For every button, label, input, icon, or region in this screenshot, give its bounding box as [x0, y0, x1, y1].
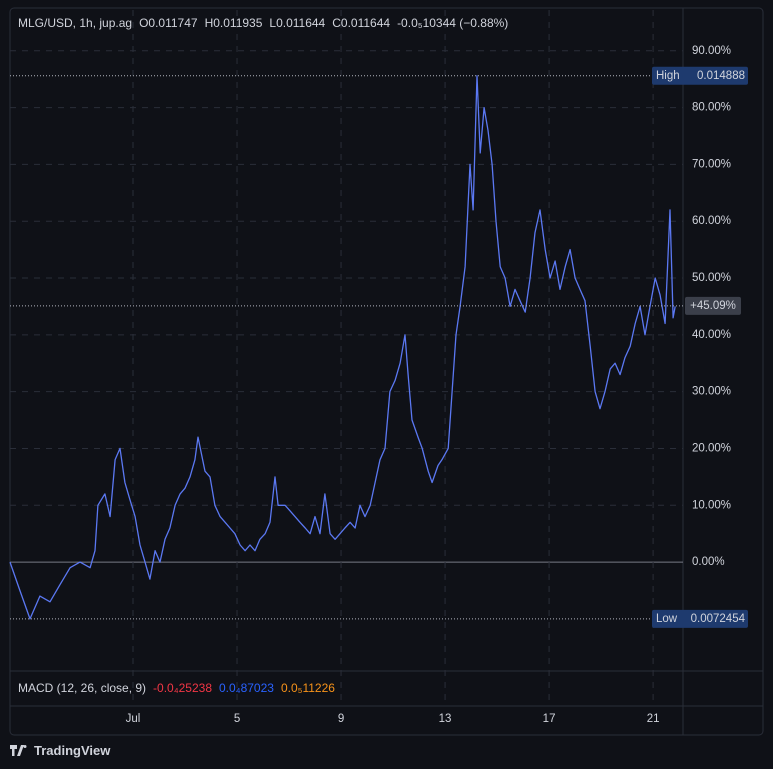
low-price: 0.0072454	[691, 613, 746, 625]
y-tick-label: 50.00%	[692, 272, 731, 284]
y-tick-label: 70.00%	[692, 158, 731, 170]
symbol-legend: MLG/USD, 1h, jup.ag O0.011747 H0.011935 …	[18, 16, 508, 30]
y-tick-label: 80.00%	[692, 102, 731, 114]
ohlc-low: L0.011644	[269, 16, 326, 30]
y-tick-label: 20.00%	[692, 442, 731, 454]
chart-frame	[9, 7, 764, 736]
indicator-legend: MACD (12, 26, close, 9) -0.0₄25238 0.0₄87…	[18, 681, 335, 695]
indicator-value: -0.0₄25238	[153, 681, 212, 695]
brand-logo	[10, 745, 27, 756]
y-tick-label: 40.00%	[692, 329, 731, 341]
x-tick-label: 5	[234, 713, 240, 725]
y-tick-label: 10.00%	[692, 499, 731, 511]
low-badge	[652, 609, 748, 628]
change: -0.0₅10344 (−0.88%)	[397, 16, 509, 30]
x-tick-label: 17	[543, 713, 556, 725]
low-label: Low	[656, 613, 678, 625]
indicator-value: 0.0₄87023	[219, 681, 274, 695]
price-line	[9, 75, 676, 620]
ohlc-open: O0.011747	[139, 16, 198, 30]
symbol: MLG/USD, 1h, jup.ag	[18, 16, 133, 30]
ohlc-close: C0.011644	[332, 16, 391, 30]
x-tick-label: 21	[647, 713, 660, 725]
last-badge	[685, 296, 741, 315]
indicator-title: MACD (12, 26, close, 9)	[18, 681, 147, 695]
high-price: 0.014888	[697, 70, 745, 82]
y-tick-label: 30.00%	[692, 386, 731, 398]
y-tick-label: 0.00%	[692, 556, 725, 568]
brand: TradingView	[34, 743, 111, 758]
x-tick-label: 9	[338, 713, 344, 725]
indicator-value: 0.0₅11226	[280, 681, 335, 695]
high-badge	[652, 66, 748, 85]
high-label: High	[656, 70, 680, 82]
last-label: +45.09%	[690, 300, 736, 312]
y-tick-label: 90.00%	[692, 45, 731, 57]
ohlc-high: H0.011935	[204, 16, 263, 30]
x-tick-label: 13	[439, 713, 452, 725]
x-tick-label: Jul	[126, 713, 141, 725]
y-tick-label: 60.00%	[692, 215, 731, 227]
